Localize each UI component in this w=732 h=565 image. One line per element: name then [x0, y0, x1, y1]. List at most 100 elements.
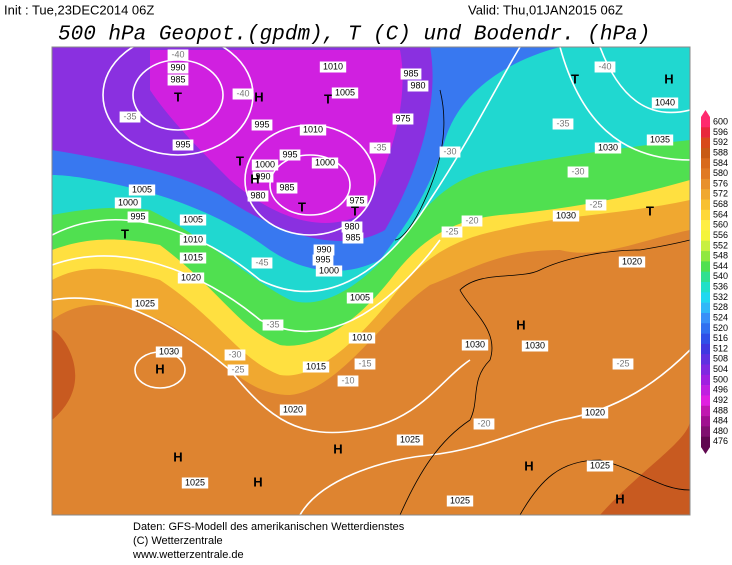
colorbar-label: 548: [713, 251, 728, 261]
isobar-label-box: [319, 61, 347, 73]
temperature-label-box: [227, 364, 249, 376]
colorbar-swatch: [701, 251, 710, 262]
temperature-label: -30: [228, 349, 241, 359]
isobar-label: 980: [410, 80, 425, 90]
colorbar-arrow: [701, 447, 710, 454]
temperature-label-box: [441, 226, 463, 238]
colorbar-swatch: [701, 127, 710, 138]
isobar-label: 1025: [135, 298, 155, 308]
isobar-label: 1010: [303, 124, 323, 134]
colorbar-label: 504: [713, 364, 728, 374]
isobar-label: 1030: [556, 210, 576, 220]
isobar-label: 985: [345, 232, 360, 242]
isobar-label: 980: [250, 190, 265, 200]
pressure-center: H: [250, 171, 259, 186]
isobar-label-box: [128, 184, 156, 196]
colorbar-label: 484: [713, 416, 728, 426]
isobar-label-box: [311, 157, 339, 169]
isobar-label-box: [127, 211, 149, 223]
isobar-label: 975: [349, 195, 364, 205]
temperature-label: -20: [465, 215, 478, 225]
colorbar-label: 524: [713, 312, 728, 322]
isobar-label: 995: [282, 149, 297, 159]
colorbar-label: 480: [713, 426, 728, 436]
isobar-label-box: [461, 339, 489, 351]
isobar-label: 985: [170, 74, 185, 84]
temperature-label: -25: [231, 364, 244, 374]
colorbar-swatch: [701, 220, 710, 231]
isobar-label: 1040: [655, 97, 675, 107]
isobar-label-box: [594, 142, 622, 154]
isobar-label-box: [302, 361, 330, 373]
temperature-label-box: [439, 146, 461, 158]
isobar-label-box: [177, 272, 205, 284]
colorbar-swatch: [701, 374, 710, 386]
colorbar-swatch: [701, 117, 710, 128]
colorbar-swatch: [701, 158, 710, 169]
isobar-label-box: [342, 232, 364, 244]
temperature-label: -25: [616, 358, 629, 368]
temperature-label-box: [369, 142, 391, 154]
temperature-label-box: [232, 88, 254, 100]
colorbar-label: 532: [713, 292, 728, 302]
isobar-label: 1025: [185, 477, 205, 487]
pressure-center: H: [155, 361, 164, 376]
pressure-center: H: [253, 474, 262, 489]
isobar-label: 1010: [352, 332, 372, 342]
temperature-label: -10: [341, 375, 354, 385]
isobar-label-box: [331, 87, 359, 99]
colorbar-label: 476: [713, 436, 728, 446]
isobar-label: 995: [130, 211, 145, 221]
isobar-label: 995: [254, 119, 269, 129]
temperature-label: -35: [556, 118, 569, 128]
temperature-label-box: [461, 215, 483, 227]
isobar-label: 990: [316, 244, 331, 254]
pressure-center: T: [351, 203, 359, 218]
isobar-label-box: [131, 298, 159, 310]
temperature-label: -45: [255, 257, 268, 267]
temperature-label: -40: [598, 61, 611, 71]
isobar-label: 1030: [159, 346, 179, 356]
pressure-center: H: [173, 449, 182, 464]
isobar-label: 1000: [255, 159, 275, 169]
isobar-label-box: [279, 404, 307, 416]
colorbar-swatch: [701, 364, 710, 376]
isobar-label: 980: [344, 221, 359, 231]
colorbar-label: 596: [713, 127, 728, 137]
pressure-center: T: [324, 91, 332, 106]
colorbar-swatch: [701, 271, 710, 283]
isobar-label-box: [313, 244, 335, 256]
pressure-center: H: [524, 458, 533, 473]
colorbar-swatch: [701, 261, 710, 272]
temperature-label: -40: [236, 88, 249, 98]
isobar-label-box: [646, 134, 674, 146]
isobar-label-box: [247, 190, 269, 202]
temperature-label-box: [585, 199, 607, 211]
temperature-label-box: [337, 375, 359, 387]
colorbar-label: 572: [713, 189, 728, 199]
temperature-label: -35: [266, 319, 279, 329]
isobar-label: 985: [403, 68, 418, 78]
colorbar-swatch: [701, 343, 710, 355]
isobar-label: 995: [175, 139, 190, 149]
colorbar-label: 520: [713, 323, 728, 333]
colorbar-label: 592: [713, 137, 728, 147]
isobar-label-box: [348, 332, 376, 344]
colorbar-swatch: [701, 240, 710, 252]
isobar-label: 1000: [118, 197, 138, 207]
pressure-center: T: [298, 199, 306, 214]
colorbar-label: 508: [713, 354, 728, 364]
isobar-label-box: [346, 195, 368, 207]
colorbar-label: 552: [713, 240, 728, 250]
isobar-label: 1020: [622, 256, 642, 266]
map-fields: [52, 47, 690, 515]
isobar-label-box: [407, 80, 429, 92]
pressure-center: T: [174, 89, 182, 104]
colorbar-swatch: [701, 333, 710, 345]
pressure-center: T: [571, 71, 579, 86]
pressure-center: H: [615, 491, 624, 506]
temperature-label-box: [552, 118, 574, 130]
pressure-center: H: [333, 441, 342, 456]
temperature-label-box: [567, 166, 589, 178]
